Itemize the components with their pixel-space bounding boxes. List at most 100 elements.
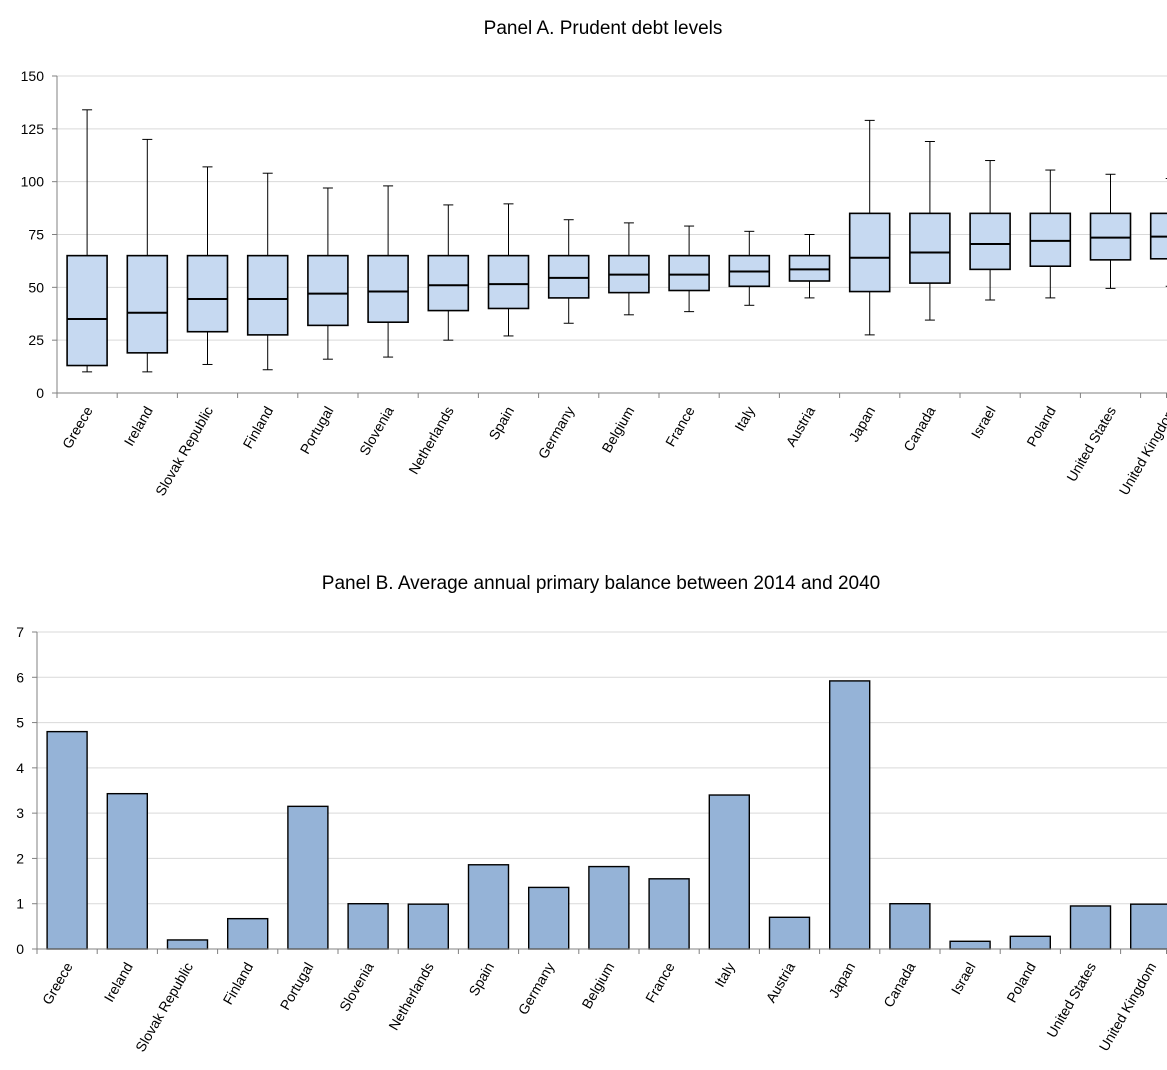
x-label-japan: Japan	[845, 404, 878, 445]
x-label-united-states: United States	[1043, 960, 1099, 1041]
y-tick-label: 3	[16, 805, 24, 821]
panel-b-bars	[46, 680, 1167, 950]
bar-italy	[708, 794, 750, 950]
x-label-netherlands: Netherlands	[385, 960, 437, 1033]
bar-greece	[46, 730, 88, 950]
box-israel	[969, 160, 1011, 301]
box-canada	[909, 141, 951, 321]
panel-b-gridlines	[37, 631, 1167, 905]
x-label-austria: Austria	[762, 959, 798, 1005]
panel-b-y-axis: 0 1 2 3 4 5 6 7	[16, 624, 38, 957]
y-tick-label: 2	[16, 850, 24, 866]
x-label-spain: Spain	[465, 960, 497, 999]
bar-germany	[528, 886, 570, 950]
x-label-greece: Greece	[59, 403, 96, 451]
box-germany	[547, 219, 590, 324]
box-portugal	[307, 187, 349, 360]
bar-united-kingdom	[1129, 903, 1167, 950]
y-tick-label: 125	[21, 121, 45, 137]
box-body	[487, 254, 530, 310]
panel-b-title: Panel B. Average annual primary balance …	[322, 573, 880, 594]
x-label-italy: Italy	[711, 960, 738, 990]
box-body	[126, 254, 169, 354]
x-label-spain: Spain	[485, 404, 517, 443]
y-tick-label: 0	[16, 941, 24, 957]
y-tick-label: 4	[16, 760, 24, 776]
bar-austria	[768, 916, 811, 950]
x-label-slovenia: Slovenia	[356, 403, 397, 458]
box-body	[66, 254, 108, 367]
box-belgium	[608, 222, 650, 316]
box-body	[186, 254, 229, 333]
box-body	[909, 212, 951, 284]
bar-netherlands	[407, 903, 449, 950]
bar-poland	[1009, 935, 1051, 950]
x-label-germany: Germany	[515, 960, 558, 1018]
panel-a: Panel A. Prudent debt levels 0 25 50 75 100 1…	[21, 18, 1167, 498]
x-label-finland: Finland	[239, 404, 276, 452]
panel-a-y-axis: 0 25 50 75 100 125 150	[21, 68, 58, 401]
box-ireland	[126, 138, 169, 373]
y-tick-label: 7	[16, 624, 24, 640]
bar-spain	[467, 864, 510, 950]
box-body	[547, 254, 590, 299]
x-label-finland: Finland	[219, 960, 256, 1008]
box-body	[1029, 212, 1072, 268]
box-slovenia	[367, 185, 409, 358]
y-tick-label: 100	[21, 174, 45, 190]
bar-belgium	[588, 865, 630, 950]
box-france	[668, 225, 710, 313]
x-label-poland: Poland	[1023, 404, 1059, 450]
x-label-canada: Canada	[880, 959, 918, 1010]
bar-united-states	[1069, 905, 1112, 950]
x-label-slovenia: Slovenia	[336, 959, 377, 1014]
box-body	[969, 212, 1011, 271]
x-label-canada: Canada	[900, 403, 938, 454]
bar-japan	[829, 680, 871, 950]
x-label-belgium: Belgium	[598, 404, 637, 456]
box-body	[1089, 212, 1132, 261]
x-label-united-states: United States	[1063, 404, 1119, 485]
x-label-israel: Israel	[968, 404, 999, 442]
box-finland	[246, 172, 289, 371]
bar-canada	[889, 903, 931, 950]
box-japan	[848, 119, 891, 336]
bar-slovak-republic	[166, 939, 209, 950]
box-slovak-republic	[186, 166, 229, 365]
box-body	[246, 254, 289, 336]
y-tick-label: 25	[28, 332, 44, 348]
x-label-poland: Poland	[1003, 960, 1039, 1006]
box-austria	[788, 234, 831, 299]
x-label-united-kingdom: United Kingdom	[1116, 404, 1167, 498]
x-label-portugal: Portugal	[297, 404, 337, 457]
box-united-kingdom	[1149, 177, 1167, 287]
x-label-germany: Germany	[535, 404, 578, 462]
y-tick-label: 150	[21, 68, 45, 84]
x-label-united-kingdom: United Kingdom	[1096, 960, 1160, 1054]
y-tick-label: 75	[28, 227, 44, 243]
y-tick-label: 5	[16, 715, 24, 731]
box-italy	[728, 230, 771, 306]
x-label-belgium: Belgium	[578, 960, 617, 1012]
box-body	[307, 254, 349, 327]
box-united-states	[1089, 173, 1132, 289]
x-label-italy: Italy	[731, 404, 758, 434]
box-greece	[66, 109, 108, 373]
x-label-france: France	[662, 403, 698, 449]
panel-b: Panel B. Average annual primary balance …	[16, 573, 1167, 1054]
box-body	[367, 254, 409, 324]
x-label-ireland: Ireland	[101, 960, 136, 1005]
panel-a-gridlines	[57, 75, 1167, 341]
x-label-austria: Austria	[782, 403, 818, 449]
panel-a-boxes	[66, 109, 1167, 373]
x-label-ireland: Ireland	[121, 404, 156, 449]
x-label-slovak-republic: Slovak Republic	[132, 960, 196, 1055]
bar-finland	[226, 917, 269, 950]
box-netherlands	[427, 204, 470, 341]
x-label-israel: Israel	[948, 960, 979, 998]
x-label-portugal: Portugal	[277, 960, 317, 1013]
box-body	[788, 254, 831, 282]
y-tick-label: 0	[36, 385, 44, 401]
